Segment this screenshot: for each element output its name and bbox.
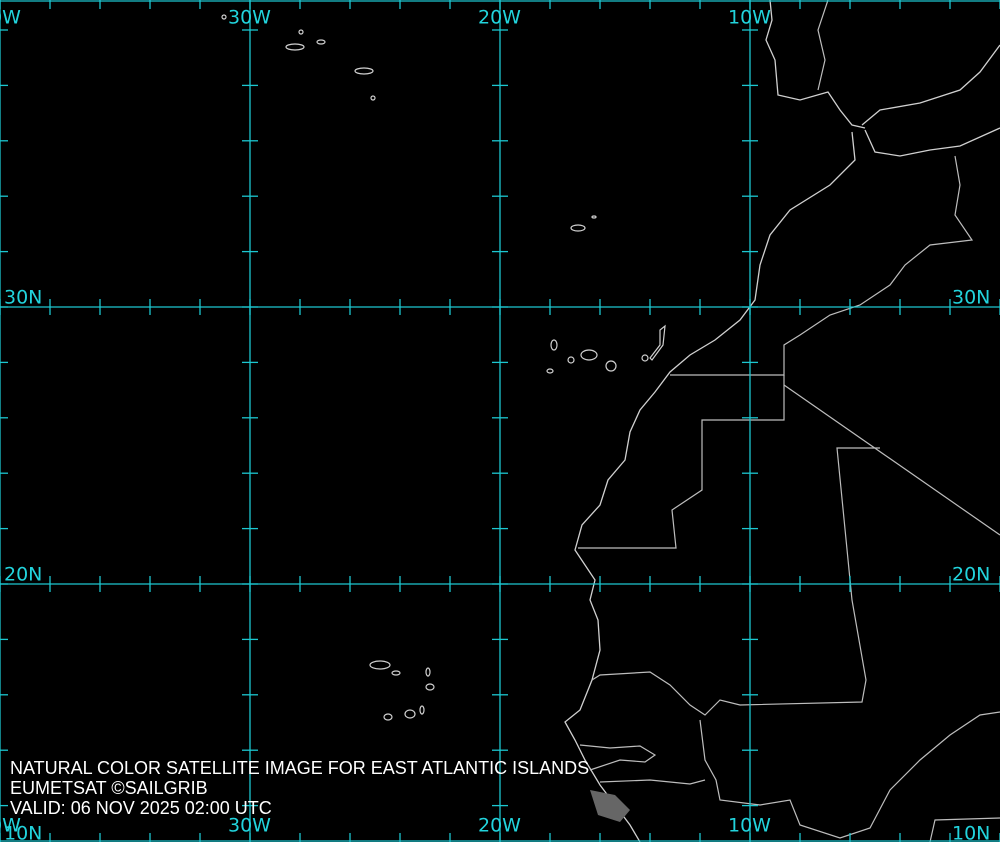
lat-label: 20N bbox=[952, 564, 990, 586]
graticule-labels: 40W 30W 20W 10W 40W 30W 20W 10W 30N 20N … bbox=[0, 7, 990, 842]
lat-label: 30N bbox=[952, 287, 990, 309]
lon-label: 10W bbox=[728, 815, 771, 837]
caption-valid-time: VALID: 06 NOV 2025 02:00 UTC bbox=[10, 798, 272, 818]
lon-label: 40W bbox=[0, 815, 21, 837]
coastlines bbox=[564, 0, 1000, 842]
lon-label: 30W bbox=[228, 7, 271, 29]
lon-label: 10W bbox=[728, 7, 771, 29]
lon-label: 20W bbox=[478, 815, 521, 837]
land-patch bbox=[590, 790, 630, 822]
caption: NATURAL COLOR SATELLITE IMAGE FOR EAST A… bbox=[10, 758, 589, 818]
lat-label: 30N bbox=[4, 287, 42, 309]
caption-source: EUMETSAT ©SAILGRIB bbox=[10, 778, 208, 798]
lat-label: 20N bbox=[4, 564, 42, 586]
lat-label: 10N bbox=[952, 823, 990, 842]
lon-label: 30W bbox=[228, 815, 271, 837]
lat-label: 10N bbox=[4, 823, 42, 842]
lon-label: 20W bbox=[478, 7, 521, 29]
lon-label: 40W bbox=[0, 7, 21, 29]
islands bbox=[221, 14, 666, 721]
caption-title: NATURAL COLOR SATELLITE IMAGE FOR EAST A… bbox=[10, 758, 589, 778]
